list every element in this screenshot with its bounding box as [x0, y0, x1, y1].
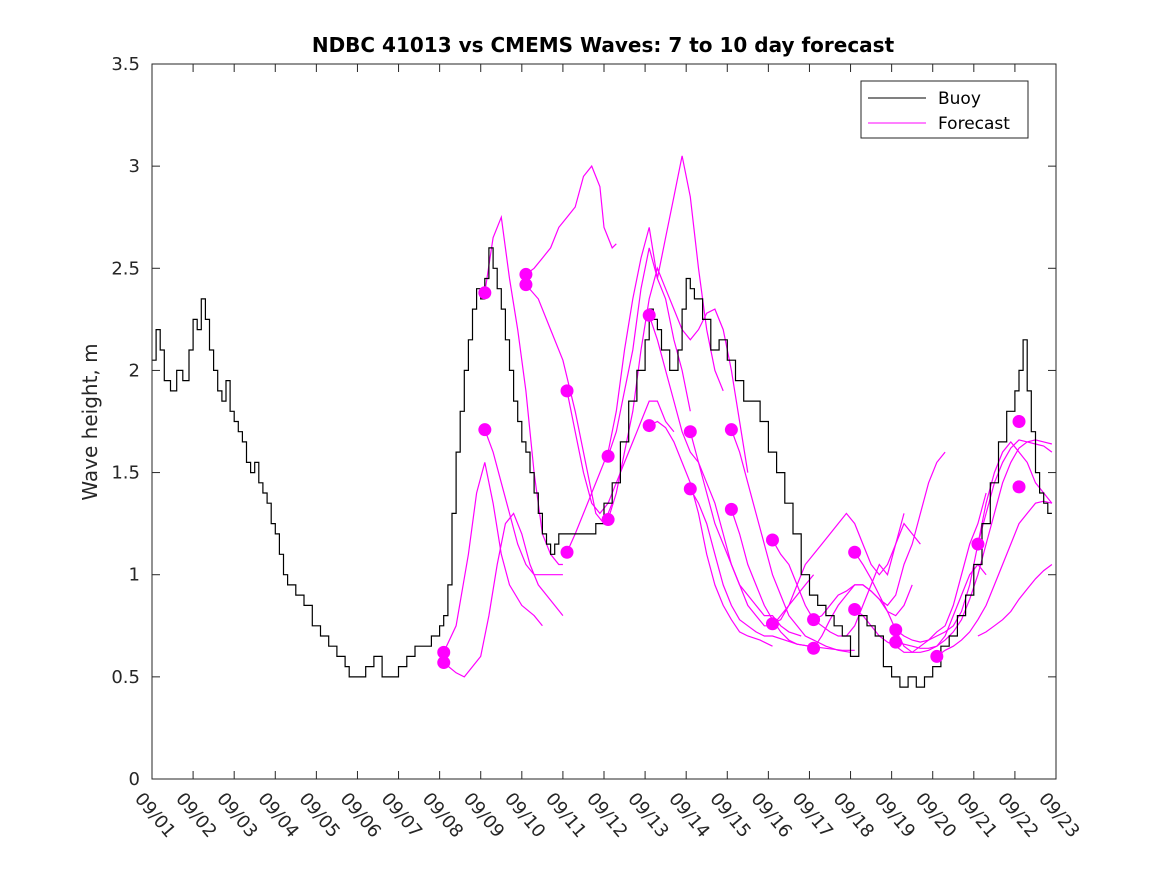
forecast-series-line	[854, 563, 987, 653]
y-axis-label: Wave height, m	[78, 343, 102, 500]
forecast-start-marker	[807, 641, 821, 655]
forecast-start-marker	[437, 645, 451, 659]
forecast-series-line	[443, 512, 564, 678]
y-tick-label: 2	[129, 360, 140, 381]
forecast-start-marker	[478, 286, 492, 300]
y-tick-label: 1	[129, 565, 140, 586]
forecast-start-marker	[1012, 480, 1026, 494]
forecast-series-line	[525, 284, 613, 525]
forecast-start-marker	[601, 449, 615, 463]
forecast-start-marker	[848, 545, 862, 559]
forecast-series-line	[648, 420, 773, 647]
forecast-start-marker	[724, 502, 738, 516]
forecast-start-marker	[848, 602, 862, 616]
forecast-start-marker	[642, 308, 656, 322]
y-tick-label: 3	[129, 156, 140, 177]
forecast-series-line	[566, 227, 691, 553]
forecast-start-marker	[519, 278, 533, 292]
forecast-start-marker	[642, 419, 656, 433]
plot-content	[152, 155, 1053, 688]
forecast-series-line	[772, 512, 905, 625]
y-tick-label: 1.5	[111, 463, 140, 484]
forecast-start-marker	[683, 482, 697, 496]
forecast-series-line	[813, 584, 913, 649]
forecast-start-marker	[560, 545, 574, 559]
forecast-start-marker	[807, 613, 821, 627]
forecast-series-line	[854, 492, 987, 654]
y-tick-label: 3.5	[111, 54, 140, 75]
forecast-series-line	[525, 164, 617, 275]
forecast-series-line	[730, 429, 851, 653]
forecast-series-line	[730, 509, 855, 651]
y-tick-label: 2.5	[111, 258, 140, 279]
y-axis: 0 0.5 1 1.5 2 2.5 3 3.5	[111, 54, 1056, 790]
forecast-series-line	[936, 500, 1053, 657]
forecast-start-marker	[560, 384, 574, 398]
plot-area	[152, 64, 1056, 779]
buoy-series-line	[152, 247, 1052, 688]
forecast-series-line	[484, 429, 563, 576]
forecast-series-line	[607, 266, 749, 520]
chart-title: NDBC 41013 vs CMEMS Waves: 7 to 10 day f…	[312, 33, 895, 57]
forecast-start-marker	[683, 425, 697, 439]
forecast-start-marker	[724, 423, 738, 437]
forecast-start-marker	[971, 537, 985, 551]
forecast-series-line	[977, 564, 1053, 637]
legend: Buoy Forecast	[860, 80, 1029, 139]
forecast-start-marker	[765, 617, 779, 631]
forecast-series-line	[443, 462, 543, 653]
forecast-start-marker	[437, 656, 451, 670]
forecast-series-line	[484, 214, 563, 566]
y-tick-label: 0.5	[111, 667, 140, 688]
forecast-start-marker	[765, 533, 779, 547]
forecast-start-marker	[889, 635, 903, 649]
forecast-start-marker	[889, 623, 903, 637]
legend-box	[860, 80, 1029, 139]
legend-label-buoy: Buoy	[938, 89, 981, 109]
forecast-start-marker	[1012, 415, 1026, 428]
forecast-series-line	[607, 155, 724, 457]
forecast-start-marker	[930, 649, 944, 663]
forecast-series-line	[689, 488, 810, 647]
forecast-series-line	[689, 431, 815, 627]
forecast-start-marker	[519, 267, 533, 281]
forecast-start-marker	[601, 513, 615, 527]
forecast-series-line	[648, 315, 802, 637]
legend-label-forecast: Forecast	[938, 114, 1010, 134]
y-tick-label: 0	[129, 769, 140, 790]
forecast-start-marker	[478, 423, 492, 437]
